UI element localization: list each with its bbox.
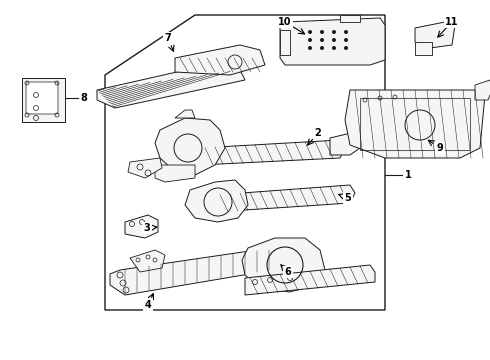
Polygon shape <box>475 80 490 100</box>
Polygon shape <box>175 110 195 118</box>
Text: 1: 1 <box>405 170 412 180</box>
Polygon shape <box>110 248 285 295</box>
Polygon shape <box>22 78 65 122</box>
Text: 4: 4 <box>145 300 151 310</box>
Polygon shape <box>415 22 455 48</box>
Text: 5: 5 <box>344 193 351 203</box>
Text: 9: 9 <box>437 143 443 153</box>
Polygon shape <box>128 158 162 178</box>
Text: 8: 8 <box>80 93 87 103</box>
Bar <box>360 98 470 150</box>
Polygon shape <box>130 250 165 272</box>
Circle shape <box>320 38 324 42</box>
Circle shape <box>308 38 312 42</box>
Polygon shape <box>97 60 245 108</box>
Text: 3: 3 <box>144 223 150 233</box>
Text: 11: 11 <box>445 17 459 27</box>
Circle shape <box>320 30 324 34</box>
Polygon shape <box>215 185 355 212</box>
Polygon shape <box>155 165 195 182</box>
Polygon shape <box>415 42 432 55</box>
Polygon shape <box>105 15 385 310</box>
Circle shape <box>344 46 348 50</box>
Polygon shape <box>155 118 225 175</box>
Polygon shape <box>280 18 385 65</box>
Circle shape <box>332 30 336 34</box>
Polygon shape <box>185 180 248 222</box>
Polygon shape <box>340 15 360 22</box>
Polygon shape <box>200 140 345 165</box>
FancyBboxPatch shape <box>26 82 58 114</box>
Text: 7: 7 <box>165 33 172 43</box>
Circle shape <box>344 30 348 34</box>
Circle shape <box>332 38 336 42</box>
Polygon shape <box>330 132 362 155</box>
Text: 6: 6 <box>285 267 292 277</box>
Polygon shape <box>280 30 290 55</box>
Polygon shape <box>345 90 485 158</box>
Circle shape <box>308 46 312 50</box>
Circle shape <box>332 46 336 50</box>
Polygon shape <box>175 45 265 75</box>
Polygon shape <box>125 215 158 238</box>
Polygon shape <box>242 238 325 292</box>
Polygon shape <box>245 265 375 295</box>
Circle shape <box>308 30 312 34</box>
Text: 10: 10 <box>278 17 292 27</box>
Circle shape <box>344 38 348 42</box>
Circle shape <box>320 46 324 50</box>
Text: 2: 2 <box>315 128 321 138</box>
